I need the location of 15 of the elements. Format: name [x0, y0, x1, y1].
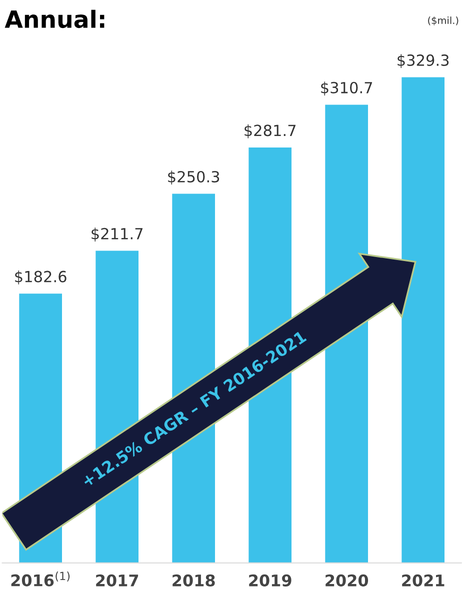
data-label: $310.7 — [321, 82, 372, 96]
x-tick-label: 2017 — [96, 574, 138, 586]
data-label: $281.7 — [244, 124, 296, 138]
x-tick-label: 2019 — [249, 574, 292, 586]
text: ($mil.) — [428, 16, 458, 26]
x-tick-label: 2020 — [326, 574, 368, 586]
data-label: $329.3 — [398, 54, 449, 68]
x-tick-label: 2018 — [172, 574, 215, 586]
data-label: $250.3 — [168, 170, 220, 185]
bar — [402, 77, 445, 563]
data-label: $211.7 — [92, 228, 143, 242]
x-tick-label: 2021 — [402, 574, 444, 586]
data-label: $182.6 — [15, 270, 66, 284]
x-tick-label: 2016$^{(1)}$ — [11, 572, 70, 586]
chart-title: Annual: — [4, 10, 104, 28]
